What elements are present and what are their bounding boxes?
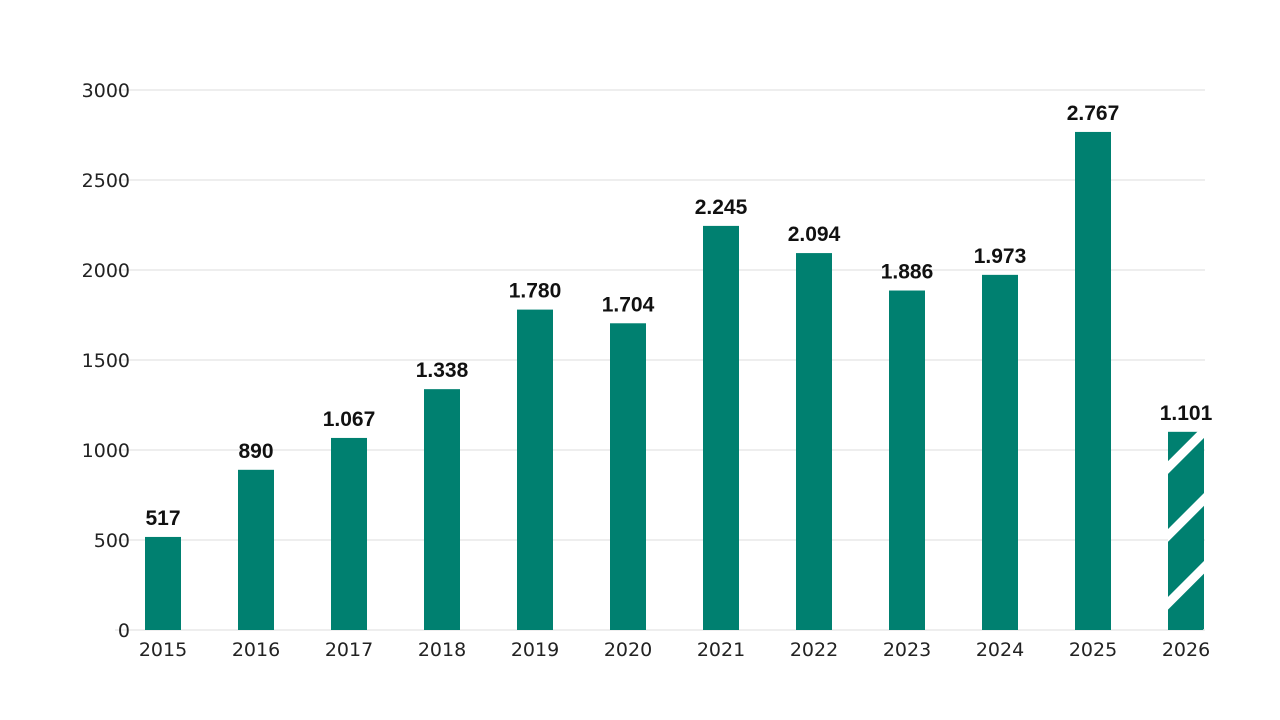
bar-value-label: 1.886 xyxy=(881,261,934,284)
bar-value-label: 1.780 xyxy=(509,280,562,303)
y-tick-label: 3000 xyxy=(82,80,130,102)
bar xyxy=(889,290,925,630)
bar xyxy=(982,274,1018,630)
x-tick-label: 2026 xyxy=(1162,639,1210,661)
bars xyxy=(145,131,1204,630)
x-tick-label: 2024 xyxy=(976,639,1024,661)
gridlines xyxy=(115,89,1205,631)
bar-value-label: 2.094 xyxy=(788,223,841,246)
x-tick-label: 2018 xyxy=(418,639,466,661)
bar-value-label: 890 xyxy=(238,440,273,463)
x-axis-ticks: 2015 2016 2017 2018 2019 2020 2021 2022 2023 2024… xyxy=(139,639,1210,661)
bar-hatched xyxy=(1168,431,1204,630)
x-tick-label: 2016 xyxy=(232,639,280,661)
bar-value-label: 2.245 xyxy=(695,196,748,219)
bar xyxy=(703,225,739,630)
bar xyxy=(610,323,646,630)
bar-value-label: 1.973 xyxy=(974,245,1027,268)
x-tick-label: 2019 xyxy=(511,639,559,661)
x-tick-label: 2015 xyxy=(139,639,187,661)
bar-value-label: 1.338 xyxy=(416,359,469,382)
y-tick-label: 1500 xyxy=(82,350,130,372)
y-tick-label: 1000 xyxy=(82,440,130,462)
bar xyxy=(238,469,274,630)
y-tick-label: 2000 xyxy=(82,260,130,282)
y-axis-ticks: 0 500 1000 1500 2000 2500 3000 xyxy=(82,80,130,642)
y-tick-label: 0 xyxy=(118,620,130,642)
bar-value-label: 2.767 xyxy=(1067,102,1120,125)
x-tick-label: 2023 xyxy=(883,639,931,661)
bar-value-label: 517 xyxy=(145,507,180,530)
bar xyxy=(1075,131,1111,630)
x-tick-label: 2017 xyxy=(325,639,373,661)
bar xyxy=(424,389,460,630)
bar xyxy=(517,309,553,630)
x-tick-label: 2020 xyxy=(604,639,652,661)
y-tick-label: 2500 xyxy=(82,170,130,192)
bar-value-label: 1.101 xyxy=(1160,402,1213,425)
x-tick-label: 2021 xyxy=(697,639,745,661)
bar-value-label: 1.067 xyxy=(323,408,376,431)
bar xyxy=(331,437,367,630)
bar-value-label: 1.704 xyxy=(602,293,655,316)
bar xyxy=(796,253,832,630)
x-tick-label: 2025 xyxy=(1069,639,1117,661)
bar xyxy=(145,536,181,630)
value-labels: 517 890 1.067 1.338 1.780 1.704 2.245 2.094 1.88… xyxy=(145,102,1212,530)
x-tick-label: 2022 xyxy=(790,639,838,661)
y-tick-label: 500 xyxy=(94,530,130,552)
